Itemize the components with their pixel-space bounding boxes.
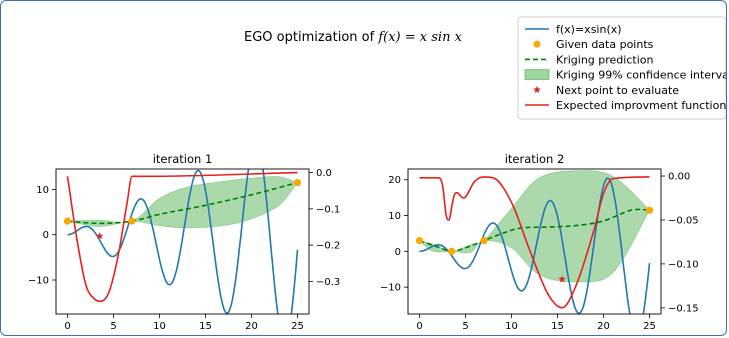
expected-improvement-line <box>419 176 650 309</box>
legend-label: f(x)=xsin(x) <box>556 23 622 36</box>
y2-tick-label: −0.15 <box>668 303 699 314</box>
y2-tick-label: −0.2 <box>316 241 340 252</box>
figure-title-math: f(x) = x sin x <box>377 30 462 45</box>
y2-tick-label: 0.0 <box>316 168 332 179</box>
x-tick-label: 25 <box>291 321 304 332</box>
y-tick-label: −10 <box>380 283 401 294</box>
next-point-star <box>558 275 566 283</box>
data-point <box>293 178 302 187</box>
y2-tick-label: −0.05 <box>668 215 699 226</box>
x-tick-label: 15 <box>199 321 212 332</box>
x-tick-label: 25 <box>643 321 656 332</box>
x-tick-label: 10 <box>153 321 166 332</box>
figure-title: EGO optimization of f(x) = x sin x <box>244 30 463 45</box>
y-tick-label: 0 <box>43 230 49 241</box>
next-point-star <box>95 232 104 240</box>
true-function-line <box>67 169 299 314</box>
y-tick-label: 0 <box>395 247 401 258</box>
legend: f(x)=xsin(x) Given data points Kriging pre… <box>517 16 727 120</box>
x-tick-label: 20 <box>245 321 258 332</box>
confidence-interval-band <box>419 170 651 283</box>
legend-label: Given data points <box>556 38 654 51</box>
y-tick-label: 20 <box>388 175 401 186</box>
true-function-line <box>419 177 651 314</box>
data-point <box>645 206 654 214</box>
legend-label: Next point to evaluate <box>556 84 679 97</box>
data-point <box>415 237 424 245</box>
plot-area <box>66 169 299 314</box>
data-point <box>448 247 456 255</box>
subplot-title: iteration 2 <box>505 152 565 166</box>
legend-label: Kriging prediction <box>556 53 653 66</box>
x-tick-label: 5 <box>110 321 116 332</box>
subplot-iteration-1: 0 5 10 15 20 25 −10 0 10 0.0 −0.1 −0.2 −0.3 iteration… <box>28 152 340 332</box>
figure-title-prefix: EGO optimization of <box>244 30 378 45</box>
confidence-interval-band <box>67 176 299 229</box>
x-tick-label: 0 <box>64 321 70 332</box>
legend-patch-swatch <box>524 69 550 81</box>
expected-improvement-line <box>66 171 298 303</box>
y2-tick-label: 0.00 <box>668 172 690 183</box>
data-point <box>128 217 136 225</box>
axes-frame <box>55 168 310 315</box>
y-tick-label: −10 <box>28 276 49 287</box>
plot-area <box>419 170 651 314</box>
subplot-iteration-2: 0 5 10 15 20 25 −10 0 10 20 0.00 −0.05 −0.10 −0.15 ite… <box>380 152 699 332</box>
y2-tick-label: −0.1 <box>316 204 340 215</box>
legend-star-swatch <box>533 85 541 94</box>
y2-tick-label: −0.10 <box>668 259 699 270</box>
legend-label: Expected improvment function <box>556 99 726 112</box>
axes-frame <box>407 168 662 315</box>
legend-dot-swatch <box>533 40 541 48</box>
legend-box <box>517 16 726 120</box>
kriging-prediction-line <box>67 181 298 225</box>
y2-tick-label: −0.3 <box>316 277 340 288</box>
x-tick-label: 10 <box>505 321 518 332</box>
x-tick-label: 0 <box>416 321 422 332</box>
y-tick-label: 10 <box>36 185 49 196</box>
legend-label: Kriging 99% confidence interval <box>556 69 727 82</box>
x-tick-label: 20 <box>597 321 610 332</box>
x-tick-label: 5 <box>462 321 468 332</box>
data-point <box>480 237 488 245</box>
y-tick-label: 10 <box>388 211 401 222</box>
data-point <box>63 217 72 225</box>
subplot-title: iteration 1 <box>153 152 213 166</box>
x-tick-label: 15 <box>551 321 564 332</box>
